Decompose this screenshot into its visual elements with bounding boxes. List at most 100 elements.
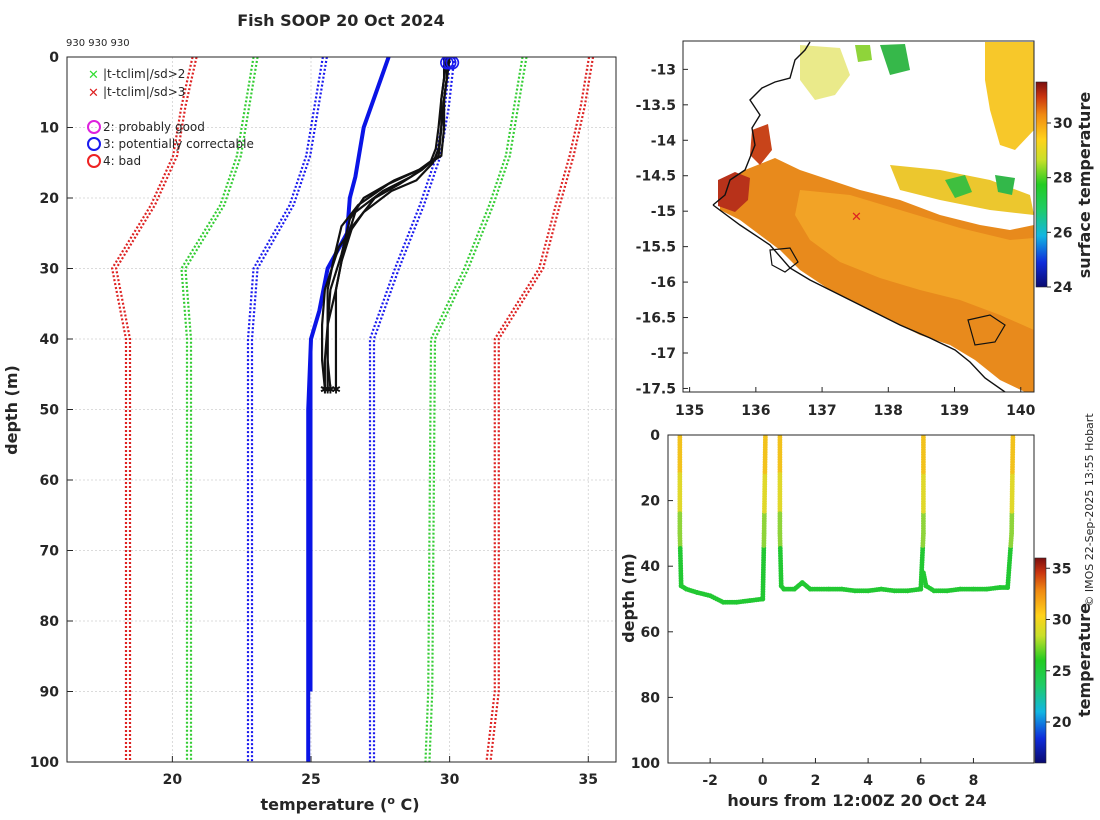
profile-xlabel: temperature (o C) [260, 794, 419, 815]
top-note: 930 930 930 [66, 38, 130, 49]
climatology-lines [110, 57, 595, 762]
ts-axes-box [667, 434, 1035, 764]
climatology-blue-left [246, 57, 324, 762]
depth-time-series [677, 435, 1016, 605]
qc-circle [445, 57, 460, 70]
sst-map: ✕ 135 136 137 138 139 140 -13 -13.5 -14 -14.5 -15 -… [636, 40, 1036, 419]
sst-field-green-patch [945, 175, 972, 198]
map-colorbar-bar [1035, 81, 1048, 288]
profile-ytick-label: 20 [40, 191, 60, 207]
map-cbar-tick-label: 26 [1053, 225, 1072, 241]
ts-point [921, 435, 926, 438]
ts-ytick-label: 80 [641, 690, 661, 706]
ts-xtick-label: 4 [863, 773, 873, 789]
sst-field-hot-west [718, 172, 750, 212]
ts-xtick-label: 8 [969, 773, 979, 789]
ts-ytick-label: 100 [631, 756, 660, 772]
ts-cbar-tick-label: 35 [1052, 561, 1071, 577]
profile-ytick-label: 100 [30, 755, 59, 771]
credit-text: © IMOS 22-Sep-2025 13:55 Hobart [1083, 413, 1096, 607]
sst-field-green-patch-4 [995, 175, 1015, 195]
map-ytick-label: -15 [651, 204, 676, 220]
ts-colorbar-bar [1034, 557, 1047, 764]
map-xtick-label: 135 [675, 403, 704, 419]
map-colorbar-ticks: 24 26 28 30 [1047, 116, 1073, 296]
ts-xtick-label: 0 [758, 773, 768, 789]
ts-colorbar-ticks: 20 25 30 35 [1046, 561, 1072, 731]
climatology-blue-right [368, 57, 452, 762]
ts-xlabel: hours from 12:00Z 20 Oct 24 [727, 791, 986, 810]
climatology-blue-left [250, 57, 328, 762]
map-cbar-tick-label: 28 [1053, 171, 1072, 187]
ts-cbar-tick-label: 25 [1052, 664, 1071, 680]
ts-ylabel: depth (m) [619, 553, 638, 643]
ts-ytick-label: 20 [641, 494, 661, 510]
legend-item-probably-good: 2: probably good [103, 120, 205, 134]
sst-field-green-patch-3 [855, 45, 872, 62]
ts-xtick-label: 6 [916, 773, 926, 789]
legend-item-potentially-correctable: 3: potentially correctable [103, 137, 254, 151]
cast-profiles: ✱✱✱✱✱ [320, 57, 460, 396]
profile-xtick-label: 20 [163, 772, 183, 788]
profile-ticks: 20 25 30 35 0 10 20 30 40 50 60 70 80 90 100 [30, 50, 598, 788]
map-colorbar-label: surface temperature [1075, 92, 1094, 279]
map-ytick-label: -14 [651, 133, 677, 149]
profile-ylabel: depth (m) [2, 365, 21, 455]
climatology-green-left [184, 57, 259, 762]
profile-ytick-label: 90 [40, 685, 60, 701]
map-ticks: 135 136 137 138 139 140 -13 -13.5 -14 -14.5 -15 -15… [636, 62, 1036, 419]
ts-ytick-label: 0 [650, 428, 660, 444]
legend-marker-x-red: ✕ [88, 86, 99, 101]
map-axes-box [682, 40, 1035, 393]
ts-colorbar-label: temperature [1075, 603, 1094, 717]
island-outline [769, 247, 799, 273]
profile-xtick-label: 30 [440, 772, 460, 788]
map-ytick-label: -13.5 [636, 98, 676, 114]
profile-ytick-label: 10 [40, 121, 60, 137]
ts-point [1010, 435, 1016, 438]
ts-cbar-tick-label: 30 [1052, 613, 1072, 629]
cast-end-marker: ✱ [320, 382, 330, 396]
profile-ytick-label: 50 [40, 403, 60, 419]
cast-line [320, 57, 451, 389]
profile-ytick-label: 30 [40, 262, 60, 278]
figure-title: Fish SOOP 20 Oct 2024 [237, 11, 445, 30]
profile-grid [67, 56, 616, 763]
profile-xtick-label: 25 [301, 772, 320, 788]
map-xtick-label: 136 [741, 403, 770, 419]
profile-ytick-label: 70 [40, 544, 60, 560]
ts-point [763, 435, 768, 438]
climatology-red-right [485, 57, 591, 762]
cast-line [323, 57, 446, 389]
map-ytick-label: -15.5 [636, 240, 676, 256]
map-cbar-tick-label: 24 [1053, 280, 1073, 296]
profile-ytick-label: 40 [40, 332, 60, 348]
profile-ytick-label: 60 [40, 473, 60, 489]
map-xtick-label: 140 [1006, 403, 1035, 419]
map-track-marker: ✕ [851, 210, 862, 225]
map-xtick-label: 139 [940, 403, 969, 419]
cast-end-marker: ✱ [320, 382, 330, 396]
ts-xtick-label: 2 [811, 773, 821, 789]
profile-ytick-label: 80 [40, 614, 60, 630]
legend-marker-circle-red [87, 154, 101, 168]
map-ytick-label: -17.5 [636, 381, 676, 397]
map-ytick-label: -16 [651, 275, 676, 291]
cast-end-marker: ✱ [323, 382, 333, 396]
legend-marker-x-green: ✕ [88, 68, 99, 83]
coastline [712, 41, 811, 206]
map-cbar-tick-label: 30 [1053, 116, 1073, 132]
climatology-green-left [180, 57, 255, 762]
map-colorbar: 24 26 28 30 surface temperature [1035, 81, 1094, 296]
map-xtick-label: 138 [874, 403, 903, 419]
cast-end-marker: ✱ [331, 382, 341, 396]
profile-axes-box [66, 56, 617, 763]
sst-field-north-scatter [800, 45, 850, 100]
ts-ytick-label: 40 [641, 559, 661, 575]
sst-field-orange [795, 190, 1034, 330]
sst-field-yellow-east [985, 42, 1034, 150]
ts-ytick-label: 60 [641, 625, 661, 641]
legend-item-bad: 4: bad [103, 154, 141, 168]
legend-marker-circle-blue [87, 137, 101, 151]
